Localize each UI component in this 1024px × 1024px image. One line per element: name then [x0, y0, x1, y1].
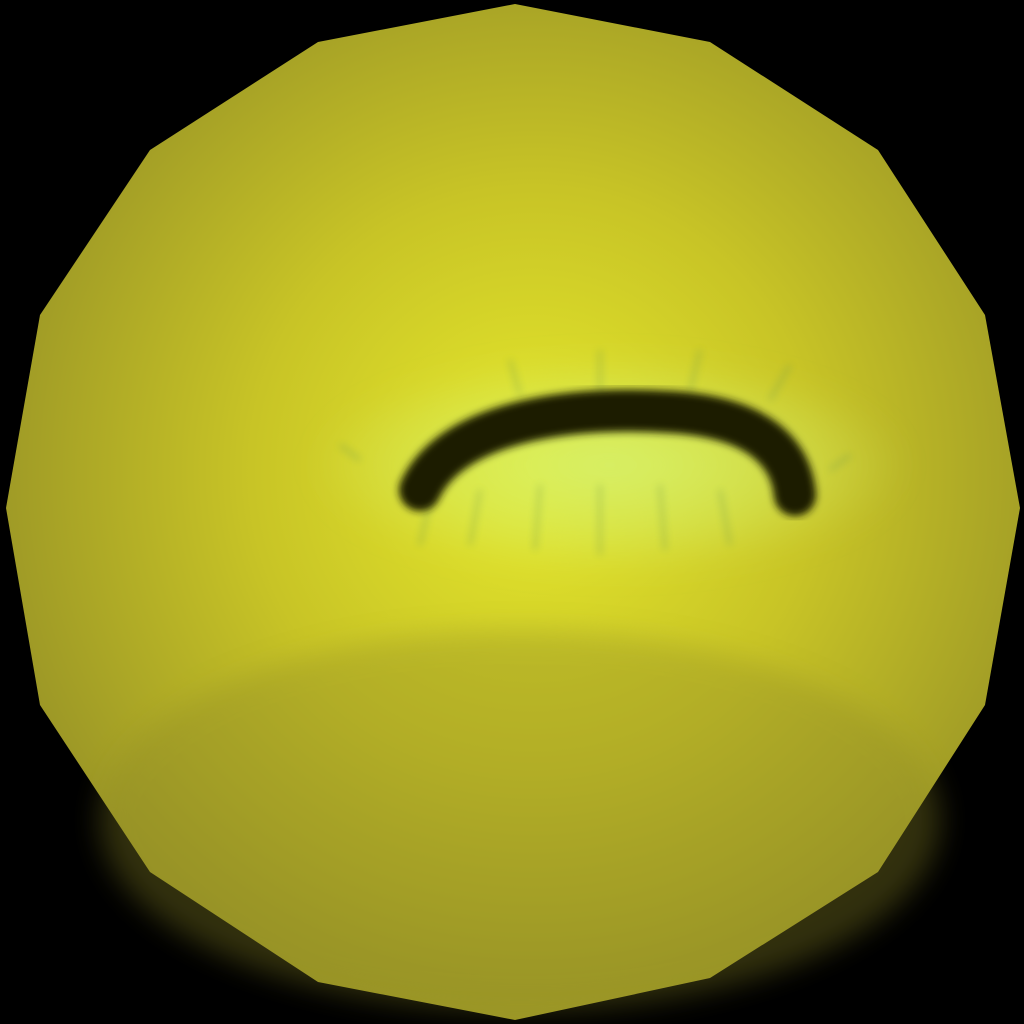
- lower-face-shadow: [100, 630, 940, 1010]
- closed-eye: [310, 349, 910, 575]
- eye-lashes: [339, 349, 851, 555]
- eye-glow: [310, 355, 910, 575]
- closed-eye-stroke: [399, 389, 816, 516]
